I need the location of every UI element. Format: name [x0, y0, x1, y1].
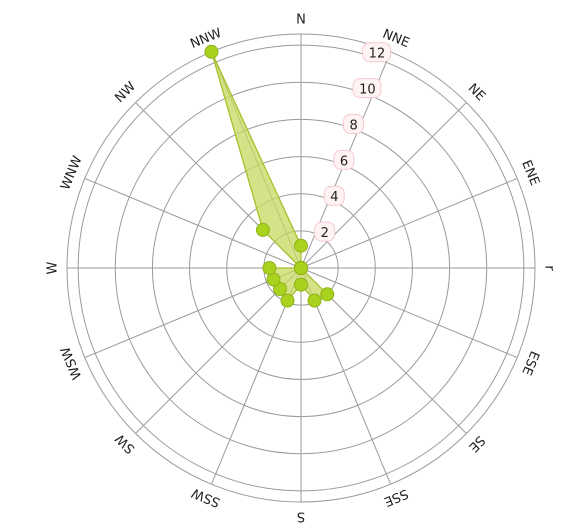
- spoke-wnw: [84, 177, 302, 269]
- data-point-se: [320, 287, 335, 302]
- direction-label-se: SE: [465, 432, 487, 454]
- spoke-sw: [135, 267, 302, 434]
- tick-label-6: 6: [340, 154, 348, 169]
- spoke-ene: [300, 177, 518, 269]
- tick-label-4: 4: [330, 190, 338, 205]
- tick-label-bg-2: [314, 221, 336, 242]
- tick-label-bg-12: [362, 42, 392, 63]
- direction-label-s: S: [297, 509, 305, 524]
- data-point-sw: [272, 282, 287, 297]
- direction-label-n: N: [296, 13, 306, 28]
- radial-tick-labels: 2 4 6 8 10 12: [314, 42, 392, 242]
- data-point-n: [294, 238, 308, 253]
- tick-label-bg-10: [352, 78, 382, 99]
- tick-label-2: 2: [321, 226, 329, 241]
- direction-label-ssw: SSW: [190, 484, 223, 509]
- data-point-nw: [255, 222, 270, 237]
- tick-label-12: 12: [369, 47, 386, 62]
- data-point-nnw: [204, 44, 219, 59]
- spoke-ese: [300, 267, 518, 359]
- data-point-s: [294, 277, 308, 292]
- tick-label-bg-6: [333, 149, 355, 170]
- data-point-wnw: [294, 261, 308, 275]
- data-points: [204, 44, 335, 308]
- tick-label-bg-8: [342, 113, 364, 134]
- direction-label-nw: NW: [112, 79, 139, 106]
- direction-label-e: r: [542, 265, 557, 271]
- tick-label-10: 10: [359, 83, 376, 98]
- tick-label-8: 8: [349, 118, 357, 133]
- spoke-wsw: [84, 267, 302, 359]
- direction-label-sse: SSE: [382, 485, 411, 508]
- direction-label-sw: SW: [113, 431, 139, 457]
- direction-label-ne: NE: [465, 81, 488, 104]
- spoke-ne: [300, 102, 467, 269]
- data-point-ssw: [280, 293, 295, 308]
- tick-label-bg-4: [323, 185, 345, 206]
- data-point-w: [262, 261, 277, 275]
- data-point-sse: [307, 293, 322, 308]
- direction-label-ese: ESE: [518, 349, 541, 378]
- direction-label-w: W: [46, 261, 61, 274]
- direction-label-ene: ENE: [518, 158, 542, 188]
